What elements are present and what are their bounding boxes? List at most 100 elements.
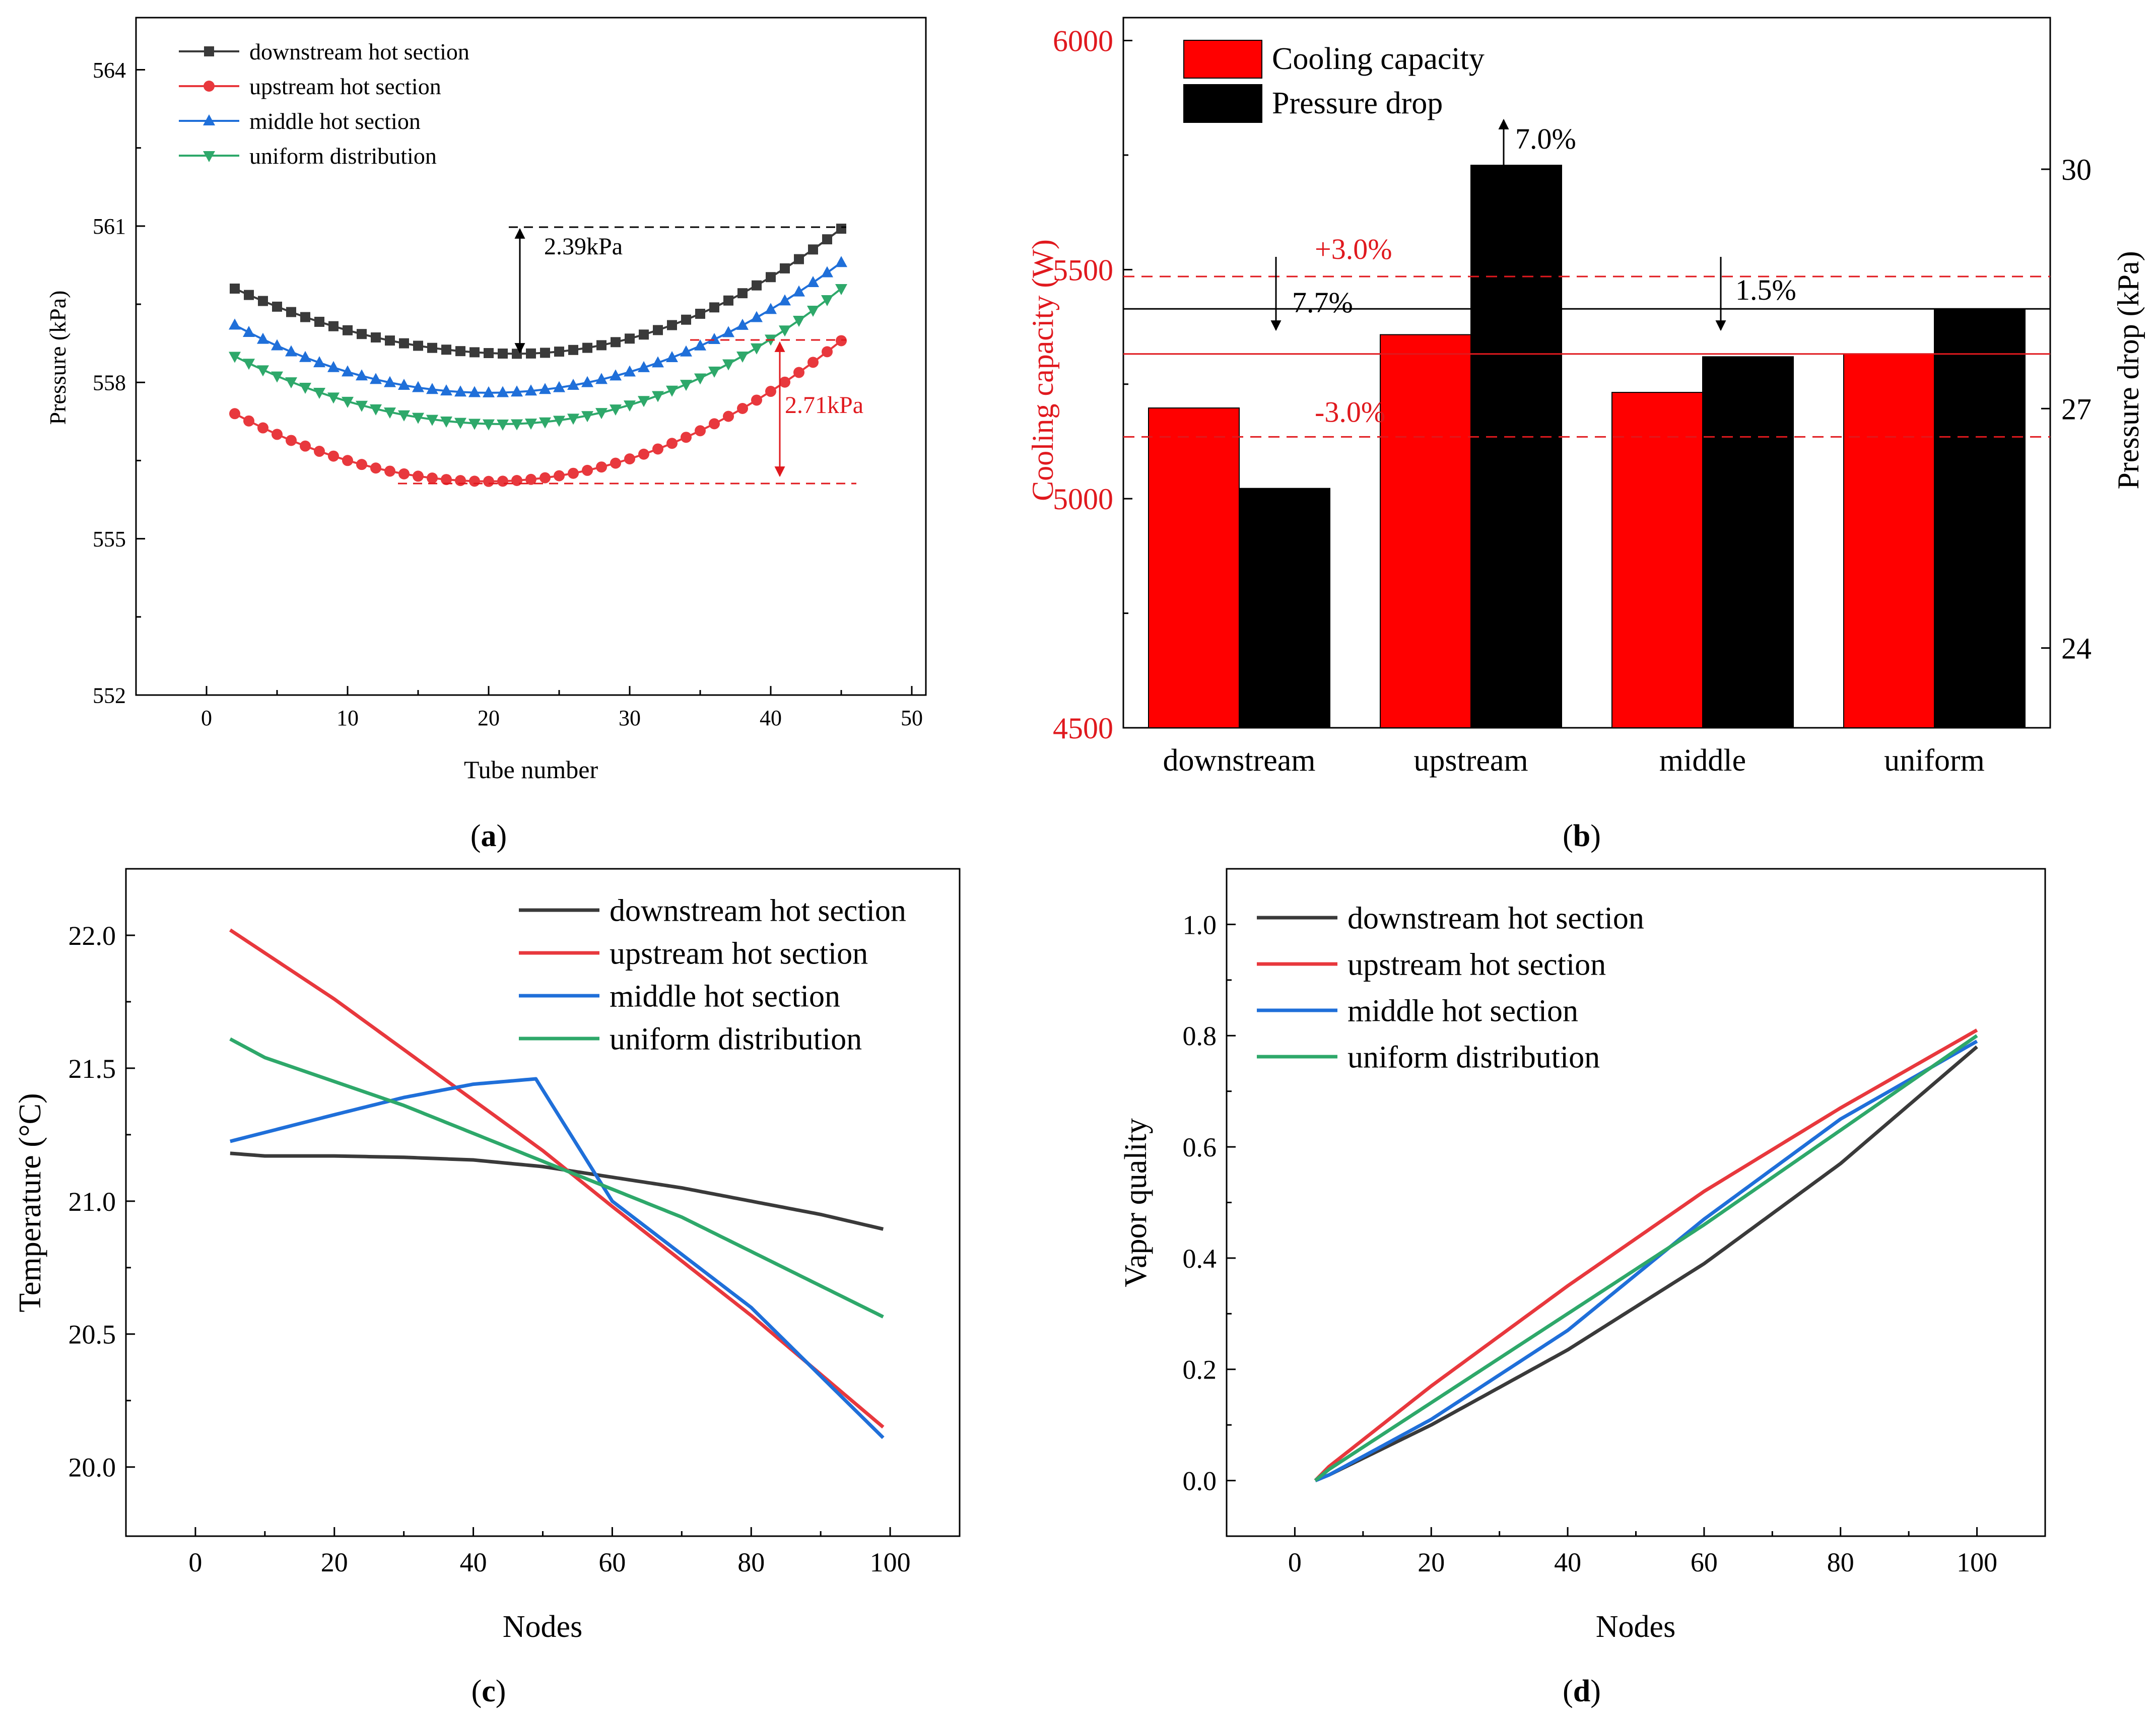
reference-line-label: +3.0% (1315, 233, 1392, 265)
y-axis-left-label: Cooling capacity (W) (1026, 239, 1059, 501)
data-point-marker (723, 295, 733, 306)
data-point-marker (525, 419, 537, 430)
data-point-marker (229, 408, 240, 420)
y-tick-label: 20.0 (69, 1453, 116, 1483)
data-point-marker (204, 46, 214, 56)
data-point-marker (595, 373, 608, 384)
data-point-marker (681, 432, 692, 443)
y-right-tick-label: 24 (2061, 632, 2092, 665)
legend-entry: upstream hot section (519, 937, 868, 971)
data-point-marker (204, 81, 215, 92)
series-line (1314, 1045, 1978, 1482)
legend-entry: uniform distribution (179, 143, 437, 169)
data-point-marker (314, 446, 325, 457)
data-point-marker (412, 412, 424, 424)
annotation-label-1.5: 1.5% (1735, 273, 1796, 306)
data-point-marker (327, 361, 340, 372)
data-point-marker (567, 414, 579, 425)
y-tick-label: 561 (93, 214, 126, 239)
y-tick-label: 0.8 (1183, 1021, 1217, 1051)
panel-caption: (d) (1563, 1674, 1601, 1708)
data-point-marker (441, 345, 451, 355)
data-point-marker (625, 333, 635, 344)
legend-entry: upstream hot section (179, 74, 441, 99)
data-point-marker (766, 272, 776, 283)
data-point-marker (836, 224, 846, 234)
data-point-marker (469, 475, 480, 487)
data-point-marker (681, 314, 691, 325)
y-tick-label: 20.5 (69, 1320, 116, 1350)
bar-cooling-capacity (1843, 353, 1935, 728)
legend-label: upstream hot section (249, 74, 441, 99)
series-line (1314, 1034, 1978, 1482)
data-point-marker (751, 394, 762, 406)
data-point-marker (539, 383, 551, 394)
y-tick-label: 21.5 (69, 1054, 116, 1084)
data-point-marker (243, 415, 254, 427)
data-point-marker (498, 349, 508, 359)
data-point-marker (793, 367, 804, 378)
data-point-marker (653, 325, 663, 335)
data-point-marker (680, 345, 692, 357)
data-point-marker (666, 351, 678, 362)
data-point-marker (271, 339, 283, 351)
reference-lines: +3.0% -3.0% (1123, 233, 2050, 438)
data-point-marker (356, 459, 367, 470)
bar-group (1148, 165, 2026, 729)
data-point-marker (525, 473, 536, 485)
data-point-marker (680, 380, 692, 391)
data-point-marker (272, 301, 282, 312)
data-point-marker (624, 400, 636, 412)
plot-frame (1122, 17, 2051, 729)
data-point-marker (342, 396, 354, 408)
data-point-marker (483, 386, 495, 397)
data-point-marker (398, 410, 410, 422)
data-point-marker (553, 416, 565, 427)
panel-b-bar-chart: 4500 5000 5500 6000 24 27 30 downstream upstream… (1026, 17, 2145, 853)
data-point-marker (398, 378, 410, 390)
y-tick-label: 0.2 (1183, 1355, 1217, 1385)
x-tick-label: middle (1659, 743, 1746, 778)
legend: downstream hot section upstream hot secti… (179, 39, 469, 169)
series (230, 224, 846, 359)
data-point-marker (497, 475, 508, 487)
y-axis-right-label: Pressure drop (kPa) (2112, 251, 2145, 489)
reference-line-label: -3.0% (1315, 395, 1385, 428)
data-point-marker (511, 419, 523, 431)
data-point-marker (751, 343, 763, 355)
data-point-marker (821, 266, 833, 278)
legend-entry: middle hot section (1257, 994, 1578, 1028)
data-point-marker (399, 338, 409, 349)
data-point-marker (454, 385, 466, 397)
data-point-marker (327, 392, 340, 404)
annotation-label: 2.39kPa (544, 233, 623, 260)
data-point-marker (257, 422, 268, 434)
x-tick-label: 10 (336, 706, 359, 730)
x-tick-label: 30 (619, 706, 641, 730)
bar-pressure-drop (1470, 165, 1562, 729)
series-line (1314, 1040, 1978, 1482)
data-point-marker (483, 475, 494, 487)
data-point-marker (272, 429, 283, 440)
data-point-marker (779, 294, 791, 306)
x-tick-label: 80 (737, 1547, 765, 1577)
data-point-marker (765, 303, 777, 314)
legend-entry: downstream hot section (1257, 902, 1644, 936)
data-point-marker (300, 312, 310, 322)
data-point-marker (694, 373, 706, 385)
axis-ticks: 0 20 40 60 80 100 20.0 20.5 21.0 21.5 22.0 (69, 921, 911, 1577)
bar-cooling-capacity (1611, 392, 1703, 728)
x-tick-label: uniform (1884, 743, 1985, 778)
data-point-marker (582, 342, 592, 353)
data-point-marker (822, 234, 832, 245)
y-right-tick-label: 30 (2061, 153, 2092, 186)
data-point-marker (203, 151, 215, 162)
data-point-marker (835, 284, 847, 295)
y-tick-label: 0.6 (1183, 1132, 1217, 1162)
legend-label: uniform distribution (1348, 1041, 1600, 1075)
data-point-marker (779, 325, 791, 337)
data-point-marker (285, 345, 297, 357)
data-point-marker (765, 386, 776, 397)
data-point-marker (752, 280, 762, 291)
